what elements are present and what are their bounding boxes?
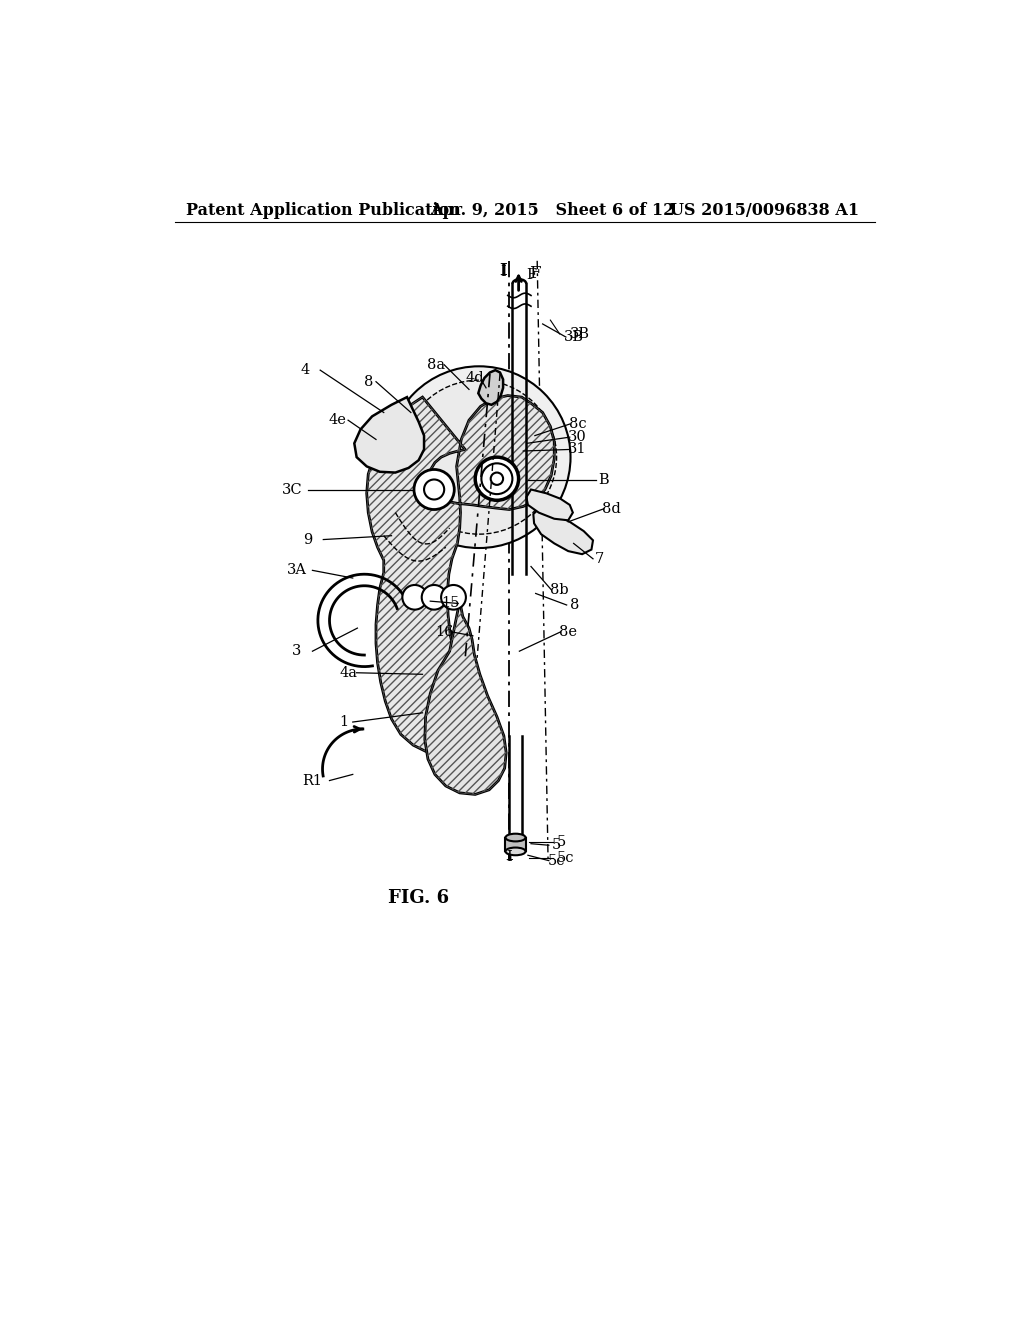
Text: 31: 31: [568, 442, 587, 457]
Circle shape: [422, 585, 446, 610]
Text: 30: 30: [568, 430, 587, 444]
Text: 5: 5: [557, 836, 566, 849]
Polygon shape: [354, 397, 424, 473]
Text: 8d: 8d: [602, 502, 621, 516]
Text: 15: 15: [441, 597, 460, 610]
Text: 4: 4: [300, 363, 309, 378]
Circle shape: [414, 470, 455, 510]
Text: 8: 8: [364, 375, 373, 388]
Text: US 2015/0096838 A1: US 2015/0096838 A1: [671, 202, 859, 219]
Text: Patent Application Publication: Patent Application Publication: [186, 202, 461, 219]
Text: I: I: [507, 850, 512, 863]
Text: 3B: 3B: [569, 327, 590, 341]
Text: 4a: 4a: [340, 665, 357, 680]
Text: 8: 8: [569, 598, 580, 612]
Ellipse shape: [506, 847, 525, 855]
Text: 8b: 8b: [550, 582, 568, 597]
Text: I: I: [501, 264, 506, 279]
Text: Apr. 9, 2015   Sheet 6 of 12: Apr. 9, 2015 Sheet 6 of 12: [430, 202, 675, 219]
Text: 3C: 3C: [282, 483, 303, 496]
Circle shape: [424, 479, 444, 499]
Circle shape: [402, 585, 427, 610]
Text: 8e: 8e: [559, 624, 578, 639]
Text: 5c: 5c: [548, 854, 565, 867]
Text: 1: 1: [339, 715, 348, 729]
Circle shape: [401, 380, 557, 535]
Text: 4d: 4d: [466, 371, 484, 385]
Text: FIG. 6: FIG. 6: [388, 888, 450, 907]
Text: F: F: [528, 265, 541, 282]
Polygon shape: [534, 508, 593, 554]
Text: B: B: [599, 474, 609, 487]
Text: 3A: 3A: [287, 564, 307, 577]
Text: 8a: 8a: [427, 358, 445, 372]
Text: 5c: 5c: [557, 850, 574, 865]
Circle shape: [388, 367, 570, 548]
Circle shape: [475, 457, 518, 500]
Bar: [506, 838, 525, 851]
Circle shape: [441, 585, 466, 610]
Circle shape: [481, 463, 512, 494]
Polygon shape: [526, 490, 572, 520]
Text: I: I: [506, 846, 513, 863]
Text: R1: R1: [302, 774, 323, 788]
Polygon shape: [478, 370, 503, 405]
Text: 3: 3: [292, 644, 302, 659]
Text: 16: 16: [435, 624, 454, 639]
Text: 3B: 3B: [563, 330, 584, 345]
Ellipse shape: [506, 834, 525, 841]
Polygon shape: [367, 396, 554, 754]
Text: I: I: [500, 261, 507, 279]
Text: 5: 5: [552, 838, 561, 853]
Text: 7: 7: [595, 552, 604, 566]
Polygon shape: [425, 601, 506, 795]
Text: 8c: 8c: [568, 417, 587, 432]
Text: 9: 9: [303, 532, 312, 546]
Text: F: F: [526, 268, 536, 282]
Circle shape: [490, 473, 503, 484]
Text: 4e: 4e: [329, 413, 346, 428]
